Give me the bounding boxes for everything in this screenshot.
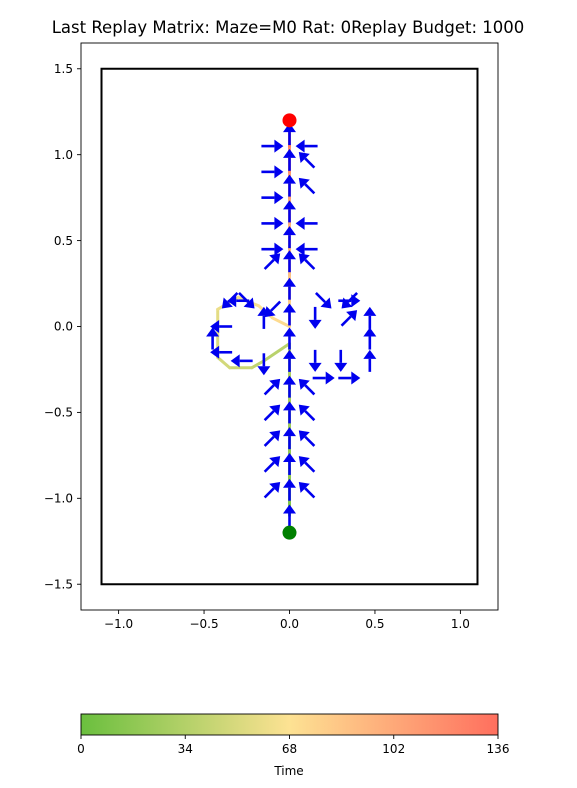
replay-arrow <box>261 191 284 205</box>
x-tick-label: −0.5 <box>189 617 218 631</box>
replay-arrow <box>295 139 318 153</box>
y-tick-label: 0.0 <box>54 320 73 334</box>
replay-arrow <box>283 277 296 300</box>
y-tick-label: 1.0 <box>54 148 73 162</box>
replay-arrow <box>295 216 318 230</box>
replay-arrow <box>283 226 296 249</box>
trajectory-segment <box>250 359 266 370</box>
trajectory-segment <box>262 342 291 363</box>
colorbar-tick-label: 136 <box>487 742 510 756</box>
replay-arrow <box>263 253 281 270</box>
replay-arrow <box>338 371 361 385</box>
x-tick-label: 1.0 <box>451 617 470 631</box>
replay-arrow <box>334 349 348 372</box>
maze-boundary <box>100 67 479 586</box>
replay-arrow <box>283 478 296 501</box>
y-tick-label: 1.5 <box>54 62 73 76</box>
replay-arrow <box>312 371 335 385</box>
replay-arrow <box>314 292 332 309</box>
replay-arrow <box>261 165 284 179</box>
x-tick-label: 0.5 <box>365 617 384 631</box>
colorbar-tick-label: 102 <box>382 742 405 756</box>
replay-arrow <box>308 349 322 372</box>
replay-arrow <box>206 327 220 350</box>
replay-arrow <box>263 378 281 396</box>
replay-arrow <box>210 320 233 333</box>
replay-arrow <box>283 174 296 197</box>
y-tick-label: −1.0 <box>44 492 73 506</box>
replay-arrow <box>340 310 358 327</box>
replay-arrow <box>264 300 282 318</box>
replay-arrow <box>283 375 296 398</box>
y-tick-label: −1.5 <box>44 577 73 591</box>
chart-title: Last Replay Matrix: Maze=M0 Rat: 0Replay… <box>52 18 525 37</box>
replay-arrow <box>338 294 361 308</box>
replay-arrow <box>298 481 316 499</box>
replay-arrow <box>298 177 316 195</box>
replay-arrow <box>261 242 284 256</box>
replay-arrow <box>263 456 281 473</box>
replay-arrow <box>363 349 377 372</box>
replay-arrow <box>295 242 318 256</box>
replay-arrow <box>298 378 316 396</box>
trajectory-segment <box>216 355 232 370</box>
replay-arrow <box>283 349 296 372</box>
replay-arrow <box>363 306 377 329</box>
start-marker <box>282 525 297 540</box>
y-tick-label: 0.5 <box>54 234 73 248</box>
replay-arrow <box>210 345 233 359</box>
replay-arrow <box>238 292 255 309</box>
trajectory-segment <box>270 316 291 328</box>
replay-arrow <box>283 504 296 527</box>
replay-arrow <box>308 306 322 329</box>
replay-arrow <box>261 139 284 153</box>
replay-arrow <box>283 123 296 146</box>
colorbar-tick-label: 68 <box>282 742 297 756</box>
replay-arrow <box>363 327 377 350</box>
replay-arrow <box>283 452 296 475</box>
goal-marker <box>282 113 297 128</box>
colorbar-label: Time <box>273 764 303 778</box>
replay-arrow <box>257 353 271 376</box>
colorbar-tick-label: 0 <box>77 742 85 756</box>
x-tick-label: −1.0 <box>104 617 133 631</box>
replay-arrow <box>283 303 296 326</box>
replay-arrow <box>298 404 316 422</box>
replay-arrow <box>263 481 281 499</box>
replay-arrow <box>283 327 296 350</box>
colorbar-tick-label: 34 <box>178 742 193 756</box>
replay-arrow <box>283 427 296 450</box>
replay-arrow <box>283 250 296 273</box>
replay-arrow <box>221 292 239 309</box>
replay-arrow <box>298 456 316 473</box>
replay-arrow <box>283 200 296 223</box>
y-tick-label: −0.5 <box>44 406 73 420</box>
replay-arrow <box>298 152 316 169</box>
replay-arrow <box>230 354 253 368</box>
replay-arrow <box>283 401 296 424</box>
replay-arrow <box>298 430 316 447</box>
replay-arrow <box>261 216 284 230</box>
x-tick-label: 0.0 <box>280 617 299 631</box>
replay-arrow <box>263 430 281 447</box>
colorbar <box>80 713 499 736</box>
replay-arrow <box>263 404 281 422</box>
replay-arrow <box>298 253 316 270</box>
replay-arrow <box>283 148 296 171</box>
